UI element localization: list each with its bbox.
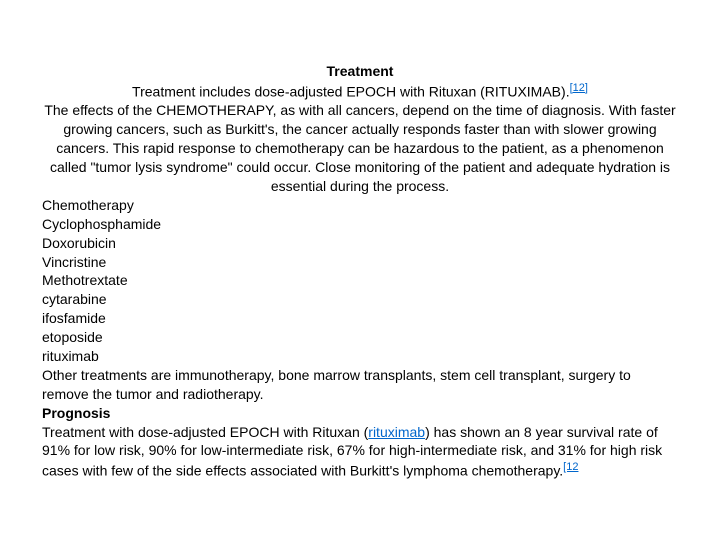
prognosis-pre: Treatment with dose-adjusted EPOCH with … (42, 424, 368, 440)
list-item: rituximab (42, 347, 678, 366)
page-title: Treatment (42, 62, 678, 81)
prognosis-paragraph: Treatment with dose-adjusted EPOCH with … (42, 423, 678, 481)
prognosis-ref[interactable]: [12 (563, 461, 578, 473)
list-item: Vincristine (42, 253, 678, 272)
intro-post: ). (561, 84, 570, 100)
list-item: ifosfamide (42, 309, 678, 328)
list-item: cytarabine (42, 290, 678, 309)
intro-pre: Treatment includes dose-adjusted EPOCH w… (132, 84, 495, 100)
prognosis-heading: Prognosis (42, 404, 678, 423)
body-paragraph: The effects of the CHEMOTHERAPY, as with… (42, 101, 678, 195)
document-page: Treatment Treatment includes dose-adjust… (0, 0, 720, 501)
intro-ref[interactable]: [12] (570, 82, 588, 94)
list-item: etoposide (42, 328, 678, 347)
chemo-list: CyclophosphamideDoxorubicinVincristineMe… (42, 215, 678, 366)
chemo-heading: Chemotherapy (42, 196, 678, 215)
list-item: Methotrextate (42, 271, 678, 290)
intro-line: Treatment includes dose-adjusted EPOCH w… (42, 81, 678, 102)
list-item: Doxorubicin (42, 234, 678, 253)
other-treatments: Other treatments are immunotherapy, bone… (42, 366, 678, 404)
intro-smallcaps: ITUXIMAB (495, 84, 561, 100)
prognosis-link[interactable]: rituximab (368, 424, 425, 440)
list-item: Cyclophosphamide (42, 215, 678, 234)
